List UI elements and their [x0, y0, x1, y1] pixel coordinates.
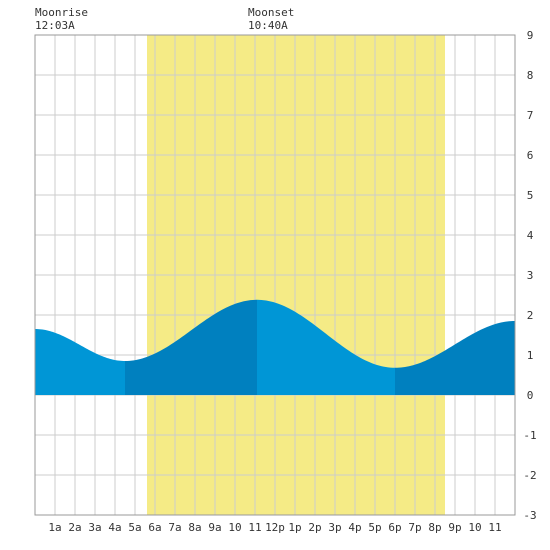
- x-tick-label: 11: [248, 521, 261, 534]
- y-tick-label: 2: [527, 309, 534, 322]
- x-tick-label: 1a: [48, 521, 61, 534]
- x-tick-label: 8p: [428, 521, 441, 534]
- y-tick-label: -2: [523, 469, 536, 482]
- x-tick-label: 3p: [328, 521, 341, 534]
- tide-segment-falling: [35, 329, 125, 395]
- y-tick-label: -3: [523, 509, 536, 522]
- x-tick-label: 5a: [128, 521, 141, 534]
- y-tick-label: 6: [527, 149, 534, 162]
- x-tick-label: 9a: [208, 521, 221, 534]
- y-tick-label: 1: [527, 349, 534, 362]
- tide-segment-falling: [257, 299, 395, 395]
- y-tick-label: -1: [523, 429, 536, 442]
- x-tick-label: 10: [228, 521, 241, 534]
- tide-segment-rising: [395, 321, 515, 395]
- x-tick-label: 5p: [368, 521, 381, 534]
- x-tick-label: 7p: [408, 521, 421, 534]
- x-tick-label: 2a: [68, 521, 81, 534]
- x-tick-label: 6p: [388, 521, 401, 534]
- x-axis-ticks: 1a 2a 3a 4a 5a 6a 7a 8a 9a 10 11 12p 1p 2p 3p 4p 5p 6p 7p 8…: [48, 521, 501, 534]
- x-tick-label: 11: [488, 521, 501, 534]
- x-tick-label: 1p: [288, 521, 301, 534]
- y-tick-label: 5: [527, 189, 534, 202]
- moonrise-time: 12:03A: [35, 19, 75, 32]
- tide-segment-rising: [125, 299, 257, 395]
- x-tick-label: 10: [468, 521, 481, 534]
- tide-area: [35, 299, 515, 395]
- y-axis-ticks: 9 8 7 6 5 4 3 2 1 0 -1 -2 -3: [523, 29, 536, 522]
- x-tick-label: 4a: [108, 521, 121, 534]
- x-tick-label: 3a: [88, 521, 101, 534]
- x-tick-label: 2p: [308, 521, 321, 534]
- x-tick-label: 8a: [188, 521, 201, 534]
- x-tick-label: 7a: [168, 521, 181, 534]
- moonset-label: Moonset: [248, 6, 294, 19]
- y-tick-label: 4: [527, 229, 534, 242]
- y-tick-label: 8: [527, 69, 534, 82]
- moonset-time: 10:40A: [248, 19, 288, 32]
- x-tick-label: 4p: [348, 521, 361, 534]
- plot-frame: [34, 34, 516, 516]
- y-tick-label: 3: [527, 269, 534, 282]
- x-tick-label: 6a: [148, 521, 161, 534]
- moonrise-label: Moonrise: [35, 6, 88, 19]
- y-tick-label: 0: [527, 389, 534, 402]
- y-tick-label: 9: [527, 29, 534, 42]
- x-tick-label: 12p: [265, 521, 285, 534]
- x-tick-label: 9p: [448, 521, 461, 534]
- plot-border: [34, 34, 516, 516]
- y-tick-label: 7: [527, 109, 534, 122]
